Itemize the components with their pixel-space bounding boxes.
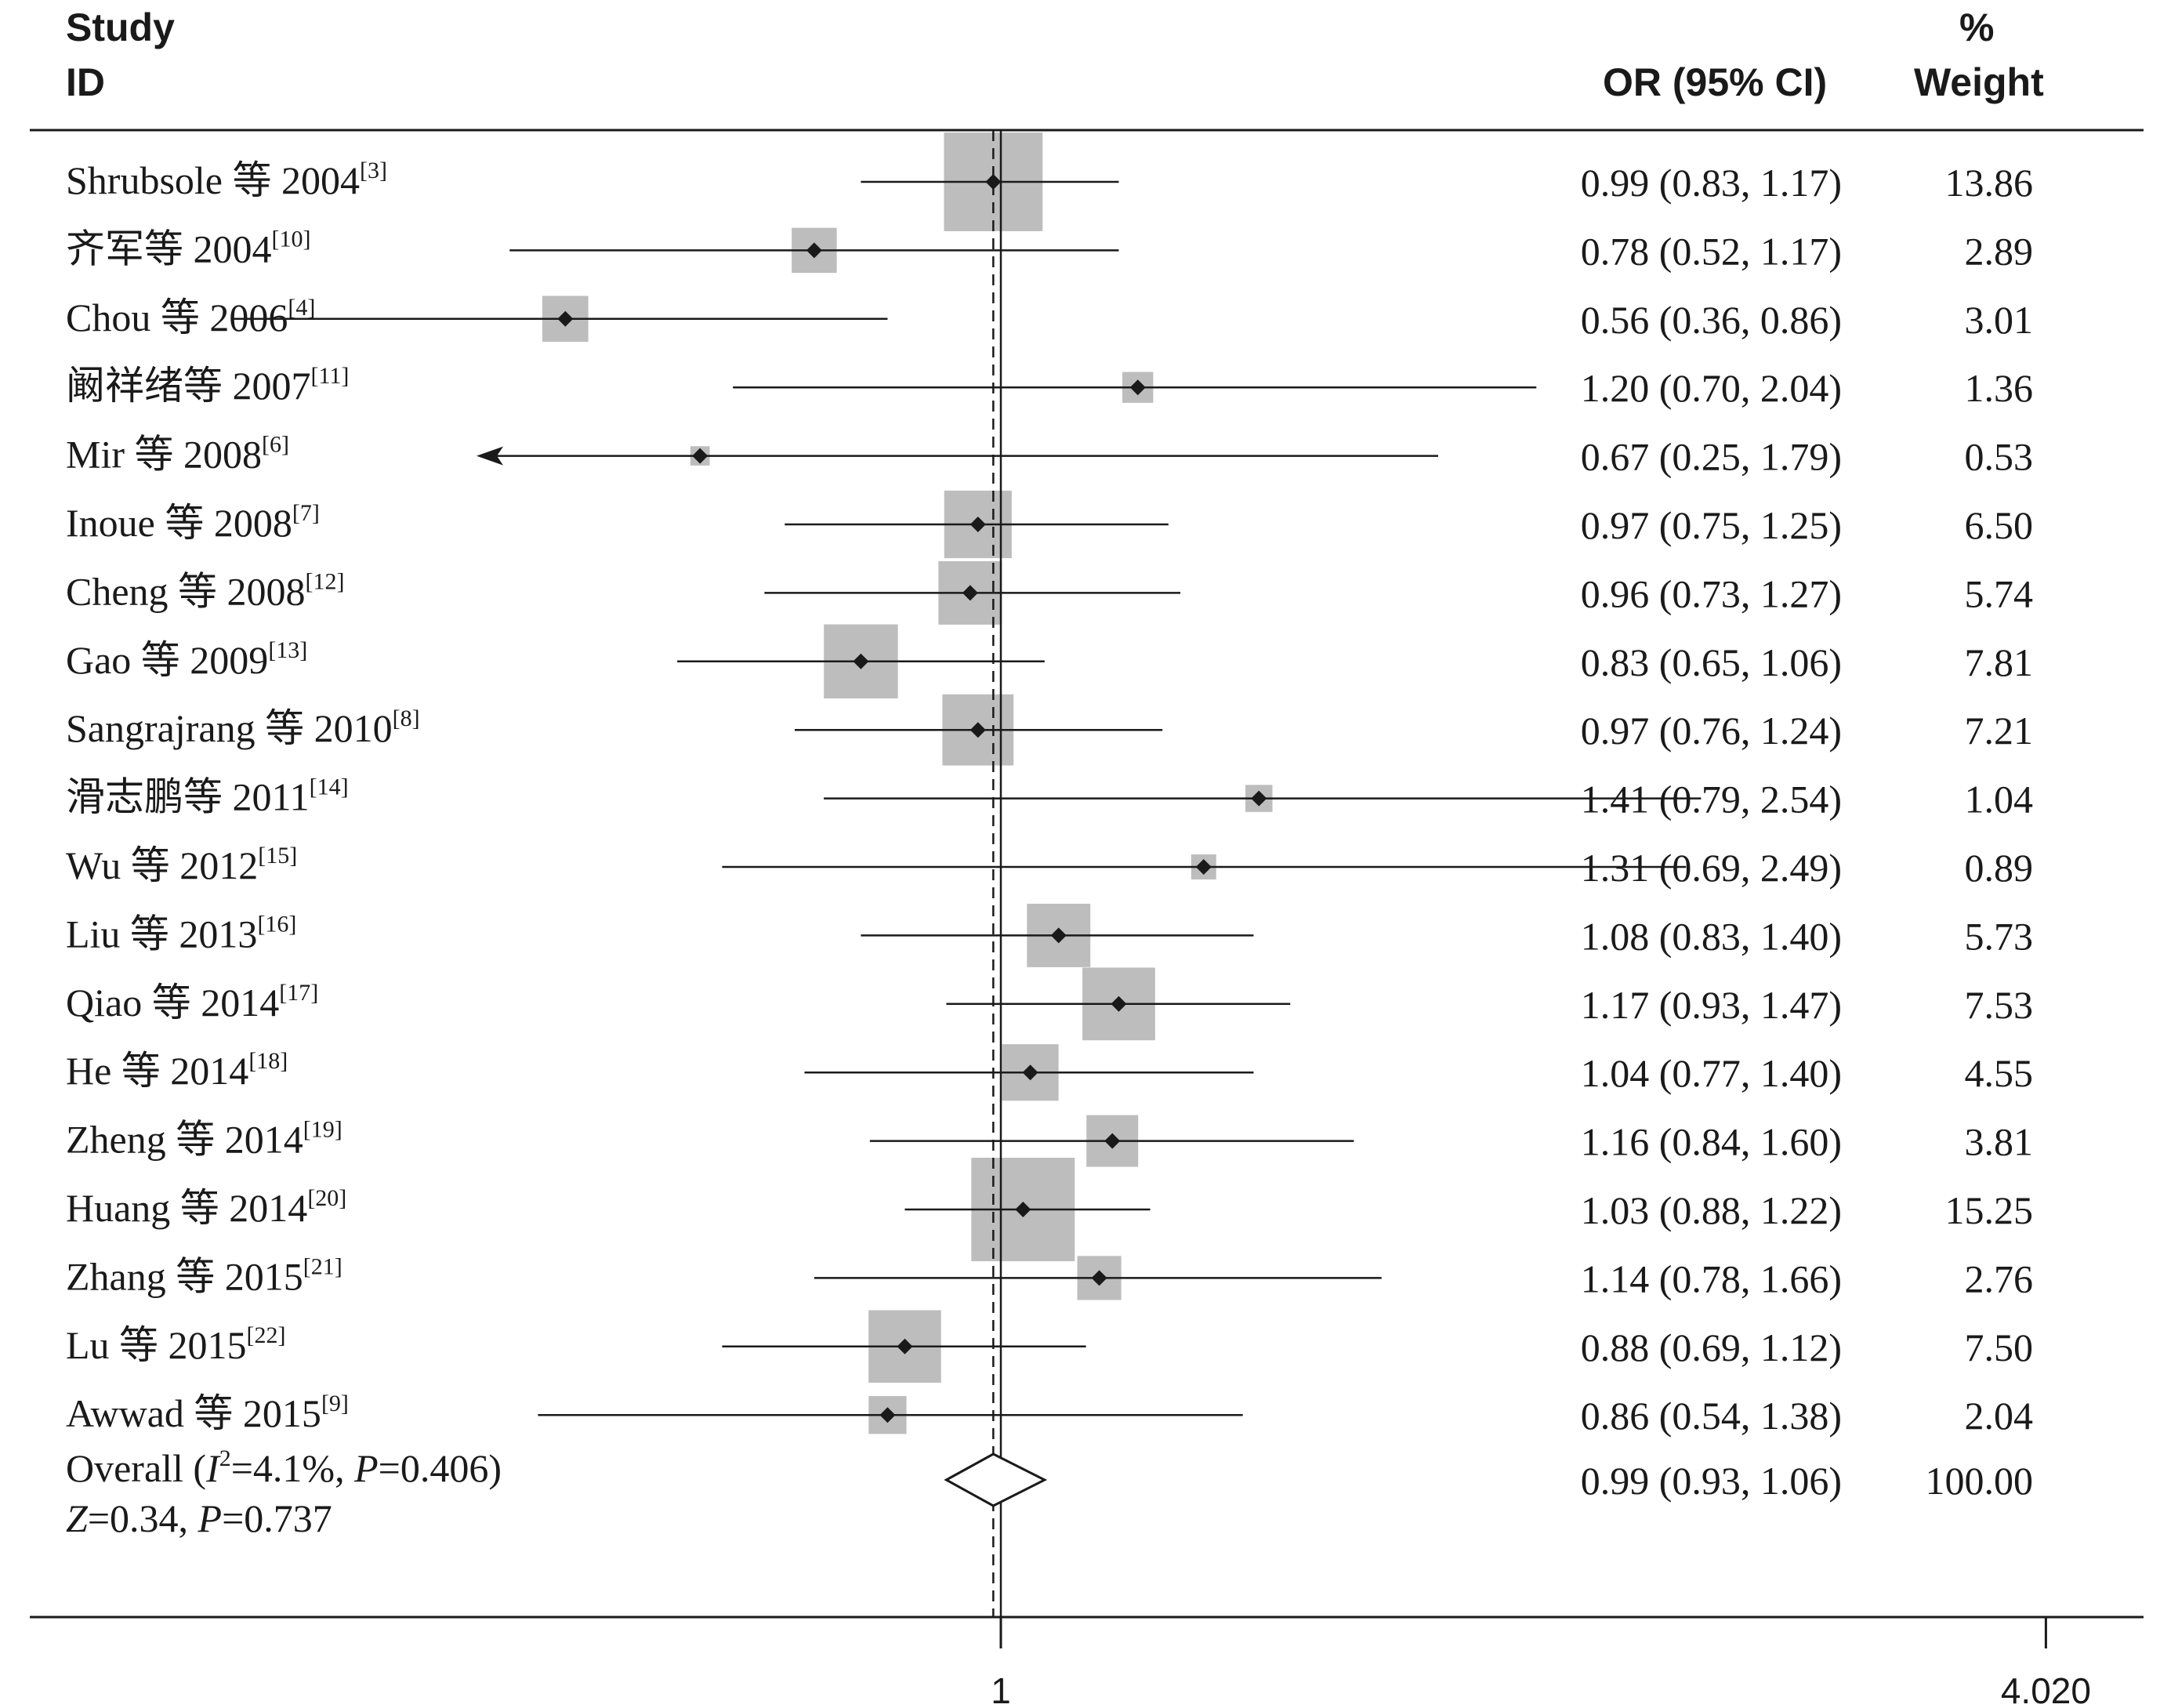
study-ci-value: 1.03 (0.88, 1.22): [1581, 1188, 1842, 1232]
point-estimate: [969, 722, 986, 738]
point-estimate: [985, 174, 1002, 190]
x-tick-label: 0.249: [0, 1670, 2, 1708]
point-estimate: [879, 1407, 896, 1423]
study-label: Huang 等 2014[20]: [66, 1185, 346, 1230]
point-estimate: [853, 653, 869, 669]
point-estimate: [1104, 1133, 1121, 1149]
study-weight-value: 1.04: [1965, 778, 2034, 821]
study-weight-value: 0.89: [1965, 846, 2034, 890]
study-label: 阚祥绪等 2007[11]: [66, 363, 349, 408]
study-ci-value: 0.78 (0.52, 1.17): [1581, 229, 1842, 273]
study-label: Awwad 等 2015[9]: [66, 1391, 349, 1435]
point-estimate: [897, 1338, 913, 1354]
overall-test-label: Z=0.34, P=0.737: [66, 1496, 332, 1540]
study-weight-value: 2.89: [1965, 229, 2034, 273]
point-estimate: [692, 448, 709, 464]
point-estimate: [1091, 1270, 1107, 1286]
point-estimate: [1251, 790, 1267, 807]
study-label: Mir 等 2008[6]: [66, 432, 289, 477]
point-estimate: [1050, 927, 1067, 944]
study-ci-value: 0.99 (0.83, 1.17): [1581, 161, 1842, 205]
point-estimate: [1195, 859, 1212, 875]
study-weight-value: 7.53: [1965, 983, 2034, 1027]
point-estimate: [557, 310, 574, 327]
header-id: ID: [66, 60, 105, 104]
study-ci-value: 0.97 (0.76, 1.24): [1581, 709, 1842, 752]
study-weight-value: 4.55: [1965, 1051, 2034, 1095]
study-label: He 等 2014[18]: [66, 1048, 288, 1093]
study-label: Shrubsole 等 2004[3]: [66, 158, 387, 202]
x-tick-label: 1: [991, 1670, 1011, 1708]
study-weight-value: 5.73: [1965, 914, 2034, 958]
study-ci-value: 0.97 (0.75, 1.25): [1581, 503, 1842, 547]
point-estimate: [1015, 1202, 1031, 1217]
study-weight-value: 2.04: [1965, 1394, 2034, 1438]
study-ci-value: 1.20 (0.70, 2.04): [1581, 366, 1842, 410]
study-label: 齐军等 2004[10]: [66, 226, 310, 270]
study-label: Qiao 等 2014[17]: [66, 980, 318, 1024]
study-ci-value: 0.56 (0.36, 0.86): [1581, 298, 1842, 342]
study-ci-value: 1.16 (0.84, 1.60): [1581, 1120, 1842, 1164]
study-weight-value: 7.50: [1965, 1325, 2034, 1369]
study-weight-value: 13.86: [1945, 161, 2034, 205]
study-label: 滑志鹏等 2011[14]: [66, 774, 349, 819]
study-label: Lu 等 2015[22]: [66, 1322, 286, 1367]
header-weight: Weight: [1914, 60, 2044, 104]
study-label: Cheng 等 2008[12]: [66, 568, 345, 613]
study-label: Chou 等 2006[4]: [66, 295, 315, 339]
study-weight-value: 2.76: [1965, 1257, 2034, 1300]
study-weight-value: 0.53: [1965, 435, 2034, 479]
study-label: Inoue 等 2008[7]: [66, 500, 320, 545]
study-ci-value: 1.04 (0.77, 1.40): [1581, 1051, 1842, 1095]
study-ci-value: 0.88 (0.69, 1.12): [1581, 1325, 1842, 1369]
study-weight-value: 5.74: [1965, 571, 2034, 615]
ci-arrow-left-icon: [477, 446, 503, 466]
study-ci-value: 1.17 (0.93, 1.47): [1581, 983, 1842, 1027]
study-weight-value: 3.81: [1965, 1120, 2034, 1164]
study-label: Sangrajrang 等 2010[8]: [66, 705, 420, 750]
study-weight-value: 7.81: [1965, 640, 2034, 684]
study-ci-value: 1.41 (0.79, 2.54): [1581, 778, 1842, 821]
study-label: Liu 等 2013[16]: [66, 911, 296, 956]
study-ci-value: 1.08 (0.83, 1.40): [1581, 914, 1842, 958]
study-ci-value: 0.67 (0.25, 1.79): [1581, 435, 1842, 479]
study-ci-value: 1.31 (0.69, 2.49): [1581, 846, 1842, 890]
study-label: Zheng 等 2014[19]: [66, 1117, 342, 1162]
study-label: Wu 等 2012[15]: [66, 843, 297, 887]
header-percent: %: [1959, 5, 1995, 49]
study-weight-value: 1.36: [1965, 366, 2034, 410]
point-estimate: [1129, 379, 1146, 396]
study-label: Zhang 等 2015[21]: [66, 1253, 342, 1298]
overall-label: Overall (I2=4.1%, P=0.406): [66, 1445, 502, 1490]
overall-diamond: [944, 1452, 1048, 1507]
study-ci-value: 1.14 (0.78, 1.66): [1581, 1257, 1842, 1300]
point-estimate: [969, 517, 986, 532]
study-weight-value: 7.21: [1965, 709, 2034, 752]
header-study: Study: [66, 5, 175, 49]
point-estimate: [1022, 1064, 1038, 1081]
study-weight-value: 3.01: [1965, 298, 2034, 342]
header-or-ci: OR (95% CI): [1603, 60, 1828, 104]
point-estimate: [806, 242, 822, 259]
overall-ci-value: 0.99 (0.93, 1.06): [1581, 1459, 1842, 1503]
study-ci-value: 0.96 (0.73, 1.27): [1581, 571, 1842, 615]
study-ci-value: 0.86 (0.54, 1.38): [1581, 1394, 1842, 1438]
point-estimate: [1111, 995, 1127, 1012]
study-label: Gao 等 2009[13]: [66, 637, 307, 682]
overall-weight-value: 100.00: [1926, 1459, 2034, 1503]
study-weight-value: 15.25: [1945, 1188, 2034, 1232]
study-weight-value: 6.50: [1965, 503, 2034, 547]
point-estimate: [962, 585, 978, 601]
x-tick-label: 4.020: [2001, 1670, 2091, 1708]
study-ci-value: 0.83 (0.65, 1.06): [1581, 640, 1842, 684]
